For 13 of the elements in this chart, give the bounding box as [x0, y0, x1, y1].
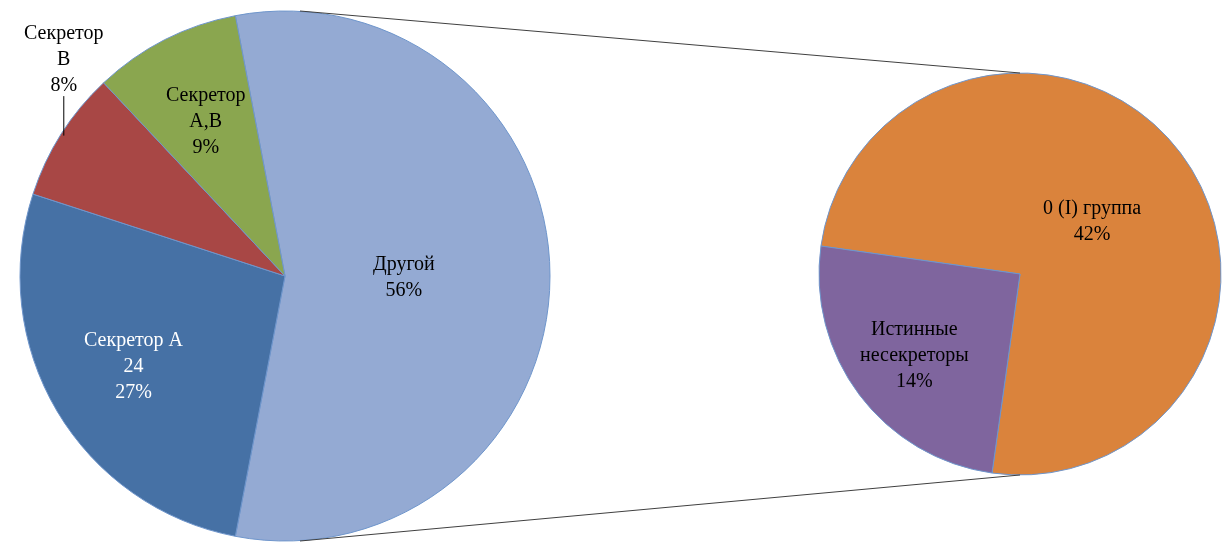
- data-label: 9%: [192, 135, 220, 157]
- slice-label: Секретор А 24: [84, 328, 184, 376]
- slice-label: 0 (I) группа: [1043, 196, 1142, 219]
- pie-slice: [820, 72, 1222, 476]
- slice-label: Истинные несекреторы: [860, 317, 969, 366]
- slice-label: Секретор А,В: [166, 83, 246, 131]
- slice-label: Секретор В: [24, 21, 104, 69]
- slice-label: Другой: [373, 252, 436, 275]
- data-label: 8%: [50, 73, 78, 95]
- data-label: 56%: [385, 278, 423, 300]
- data-label: 14%: [895, 369, 933, 391]
- data-label: 27%: [115, 380, 152, 402]
- data-label: 42%: [1073, 222, 1111, 244]
